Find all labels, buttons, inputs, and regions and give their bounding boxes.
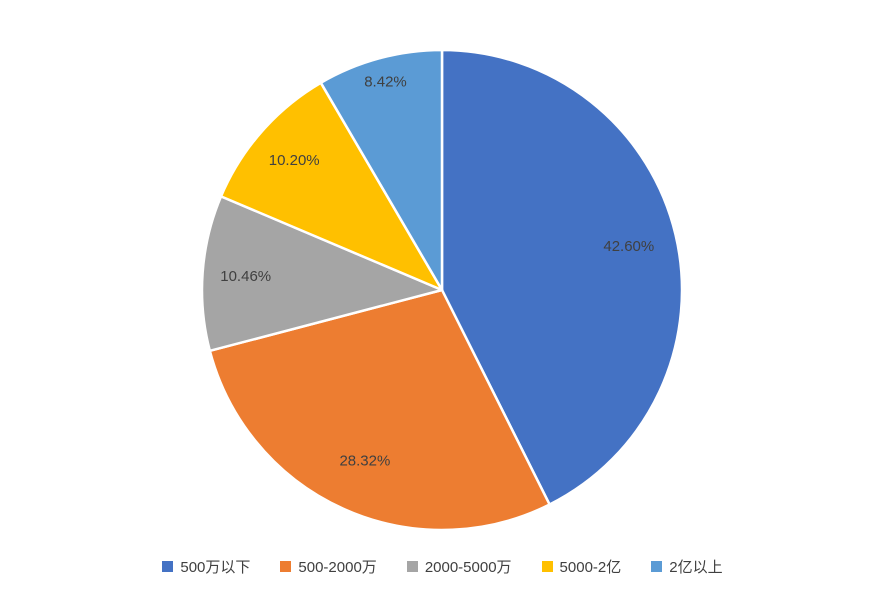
legend-label: 2亿以上	[669, 559, 723, 576]
legend-item-2: 500-2000万	[280, 556, 377, 577]
legend-label: 500万以下	[180, 559, 251, 576]
data-label-3: 10.46%	[220, 268, 271, 285]
legend-swatch-icon	[651, 561, 663, 572]
legend-item-5: 2亿以上	[651, 556, 723, 577]
data-label-1: 42.60%	[603, 238, 654, 255]
pie-chart: 42.60% 28.32% 10.46% 10.20% 8.42%	[200, 48, 684, 532]
legend-swatch-icon	[406, 561, 418, 572]
legend-item-3: 2000-5000万	[406, 556, 512, 577]
pie-slice-1	[440, 48, 684, 506]
pie-slice-3	[200, 195, 444, 353]
legend-label: 2000-5000万	[424, 559, 512, 576]
legend-swatch-icon	[280, 561, 292, 572]
legend-swatch-icon	[541, 561, 553, 572]
pie-slice-5	[319, 48, 444, 292]
legend-item-1: 500万以下	[162, 556, 250, 577]
legend-label: 5000-2亿	[559, 559, 622, 576]
legend-label: 500-2000万	[298, 559, 377, 576]
data-label-5: 8.42%	[364, 74, 407, 91]
data-label-2: 28.32%	[339, 453, 390, 470]
legend-item-4: 5000-2亿	[541, 556, 622, 577]
legend-swatch-icon	[162, 561, 174, 572]
pie-slice-4	[219, 81, 444, 292]
data-label-4: 10.20%	[269, 152, 320, 169]
pie-slice-2	[208, 288, 551, 532]
chart-legend: 500万以下 500-2000万 2000-5000万 5000-2亿 2亿以上	[0, 556, 885, 577]
